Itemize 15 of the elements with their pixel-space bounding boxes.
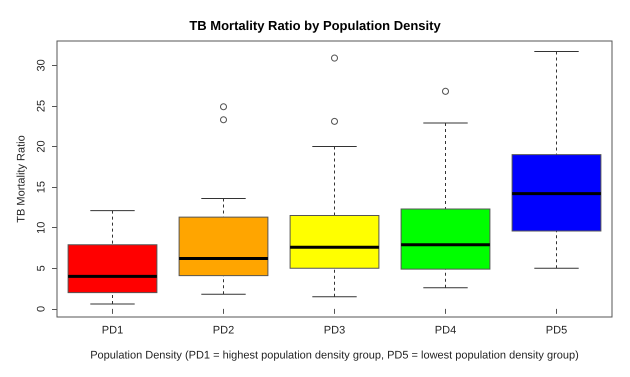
x-tick-label: PD2 bbox=[212, 324, 234, 336]
x-tick-label: PD5 bbox=[546, 324, 568, 336]
y-tick-label: 15 bbox=[36, 180, 48, 194]
y-axis-title: TB Mortality Ratio bbox=[16, 135, 28, 223]
x-tick-label: PD4 bbox=[434, 324, 456, 336]
y-tick-label: 10 bbox=[36, 222, 48, 234]
x-axis-title: Population Density (PD1 = highest population density group, PD5 = lowest population density group) bbox=[90, 350, 579, 362]
x-tick-label: PD1 bbox=[102, 324, 124, 336]
y-tick-label: 0 bbox=[36, 306, 48, 312]
y-tick-label: 5 bbox=[36, 265, 48, 272]
y-tick-label: 25 bbox=[36, 100, 48, 112]
y-tick-label: 30 bbox=[36, 59, 48, 72]
y-tick-label: 20 bbox=[36, 140, 48, 153]
chart-title: TB Mortality Ratio by Population Density bbox=[189, 18, 442, 33]
x-tick-label: PD3 bbox=[324, 324, 346, 336]
